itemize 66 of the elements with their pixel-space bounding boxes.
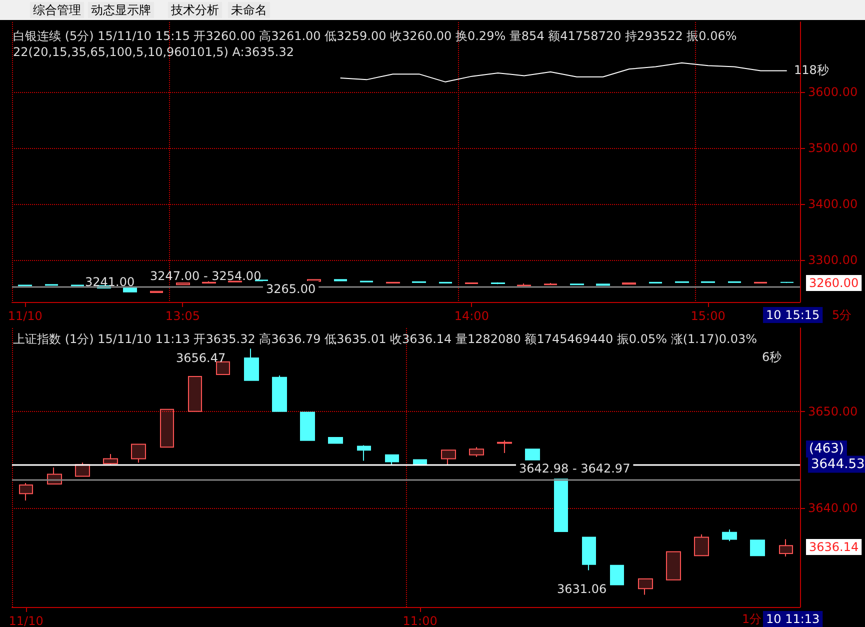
y-tick-label: 3400.00 [808,197,858,211]
candlestick [19,482,33,501]
y-tick-label: 3640.00 [808,501,858,516]
candlestick [328,436,343,444]
candlestick [202,280,216,284]
annotation: 3241.00 [85,275,135,289]
text: 综合管理 [33,3,81,17]
annotation: 3247.00 - 3254.00 [150,268,262,283]
candlestick [216,361,230,375]
candlestick [497,440,512,454]
candlestick [385,454,399,466]
candlestick [666,551,681,580]
text: 白银连续 (5分) 15/11/10 15:15 开3260.00 高3261.00 低3259.00 收3260.00 换0.29% 量854 额41758720 持293522 振0.06% [13,29,737,43]
candlestick [610,564,624,586]
candlestick [750,540,765,556]
line-series [340,62,788,82]
x-tick-label: 14:00 [454,309,489,323]
candlestick [544,282,557,286]
candlestick [103,453,118,466]
text: 未命名 [231,3,267,17]
candlestick [469,446,484,458]
candlestick [244,348,259,381]
text: 1分 [742,612,762,626]
x-tick-label: 15:00 [690,309,726,323]
candlestick [694,534,709,556]
ref-line-label: 3644.53 [811,456,865,472]
text: (463) [809,442,844,456]
text: 动态显示牌 [91,3,151,17]
candlestick [160,408,174,448]
text: 5分 [832,308,852,322]
text: 10 11:13 [766,612,820,626]
text: 3636.14 [809,540,859,554]
candlestick [517,283,531,286]
candlestick [491,282,505,285]
candlestick [188,376,202,412]
annotation: 6秒 [762,350,782,364]
chart-title: 上证指数 (1分) 15/11/10 11:13 开3635.32 高3636.79 低3635.01 收3636.14 量1282080 额1745469440 振0.05% 涨(1.17)0.03% [13,332,758,346]
candlestick [176,282,190,286]
candlestick [441,450,456,466]
candlestick [554,478,568,532]
candlestick [272,374,287,412]
x-tick-label: 11/10 [8,614,44,627]
candlestick [722,529,737,542]
text: 22(20,15,35,65,100,5,10,960101,5) A:3635.32 [13,45,294,59]
candlestick [638,578,653,596]
candlestick [131,444,146,464]
text: 3260.00 [809,276,859,290]
y-tick-label: 3600.00 [808,85,858,99]
x-tick-label: 11/10 [8,309,42,323]
candlestick [357,444,371,462]
text: 技术分析 [170,3,219,17]
y-tick-label: 3650.00 [808,404,858,418]
candlestick [300,412,315,441]
candlestick [779,538,793,558]
annotation: 3631.06 [557,582,607,596]
annotation: 3265.00 [266,282,316,296]
annotation: 3656.47 [176,351,226,365]
y-tick-label: 3500.00 [808,141,858,155]
annotation: 3642.98 - 3642.97 [519,461,630,476]
candlestick [582,536,596,571]
x-tick-label: 13:05 [165,309,200,323]
y-tick-label: 3300.00 [808,253,858,267]
candlestick [622,282,636,285]
candlestick [150,290,163,294]
x-tick-label: 11:00 [402,614,438,627]
text: 10 15:15 [766,308,820,322]
